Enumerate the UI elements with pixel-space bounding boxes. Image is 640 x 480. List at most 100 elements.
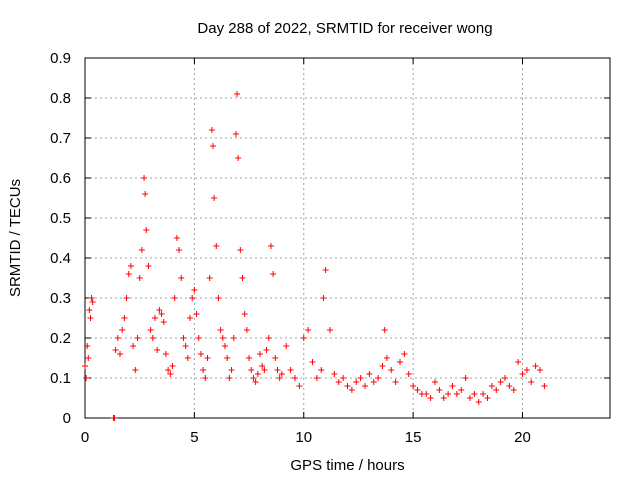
data-point — [331, 371, 338, 377]
data-point — [493, 387, 500, 393]
y-tick-label: 0.2 — [50, 330, 71, 347]
data-point — [87, 315, 94, 321]
data-point — [154, 347, 161, 353]
data-point — [502, 375, 508, 381]
y-tick-label: 0.4 — [50, 250, 71, 267]
data-point — [158, 311, 165, 317]
data-point — [226, 375, 233, 381]
data-point — [125, 271, 132, 277]
data-point — [519, 371, 526, 377]
data-point — [119, 327, 126, 333]
data-point — [143, 227, 150, 233]
x-tick-label: 15 — [405, 429, 422, 446]
data-point — [173, 235, 180, 241]
data-point — [117, 351, 123, 357]
data-point — [132, 367, 139, 373]
data-point — [195, 335, 202, 341]
data-point — [370, 379, 377, 385]
data-point — [344, 383, 351, 389]
data-point — [270, 271, 277, 277]
data-point — [86, 307, 93, 313]
data-point — [410, 383, 417, 389]
data-point — [432, 379, 438, 385]
data-point — [388, 367, 395, 373]
data-point — [283, 343, 290, 349]
data-point — [362, 383, 368, 389]
data-point — [189, 295, 196, 301]
data-point — [88, 295, 95, 301]
y-tick-label: 0.7 — [50, 130, 71, 147]
data-point — [458, 387, 465, 393]
axis-tick-labels: 0 5 10 15 20 0 0.1 0.2 0.3 0.4 0.5 0.6 0.7 0.8 0.9 — [50, 50, 531, 446]
data-point — [149, 335, 156, 341]
data-point — [145, 263, 152, 269]
axis-ticks — [84, 57, 610, 419]
data-point — [436, 387, 443, 393]
data-point — [348, 387, 355, 393]
data-point — [423, 391, 430, 397]
data-point — [222, 343, 228, 349]
data-point — [488, 383, 495, 389]
data-point — [397, 359, 403, 365]
data-point — [480, 391, 487, 397]
x-axis-label: GPS time / hours — [290, 457, 404, 474]
data-point — [204, 355, 211, 361]
y-tick-label: 0.9 — [50, 50, 71, 67]
data-point — [296, 383, 303, 389]
data-point — [274, 367, 281, 373]
plot-frame — [84, 57, 611, 419]
data-point — [228, 367, 235, 373]
data-point — [375, 375, 382, 381]
data-point — [537, 367, 543, 373]
data-point — [414, 387, 421, 393]
data-point — [383, 355, 390, 361]
data-point — [401, 351, 408, 357]
x-tick-label: 5 — [190, 429, 198, 446]
data-point — [239, 275, 246, 281]
data-point — [234, 91, 241, 97]
data-point — [357, 375, 364, 381]
data-point — [467, 395, 473, 401]
data-point — [162, 351, 169, 357]
data-point — [224, 355, 231, 361]
data-point — [156, 307, 163, 313]
data-point — [471, 391, 478, 397]
data-point — [287, 367, 294, 373]
data-point — [254, 371, 261, 377]
y-tick-label: 0.3 — [50, 290, 71, 307]
data-point — [114, 335, 121, 341]
data-point — [272, 355, 279, 361]
data-point — [427, 395, 434, 401]
data-point — [292, 375, 298, 381]
data-point — [178, 275, 185, 281]
data-point — [318, 367, 325, 373]
data-point — [246, 355, 253, 361]
data-point — [85, 355, 92, 361]
data-point — [449, 383, 456, 389]
data-point — [241, 311, 248, 317]
data-point — [309, 359, 316, 365]
data-point — [248, 367, 255, 373]
data-point — [335, 379, 342, 385]
data-point — [136, 275, 143, 281]
data-point — [165, 367, 172, 373]
chart-title: Day 288 of 2022, SRMTID for receiver won… — [197, 20, 492, 37]
data-point — [152, 315, 158, 321]
data-point — [300, 335, 307, 341]
x-tick-label: 20 — [514, 429, 531, 446]
grid — [85, 58, 610, 418]
data-point — [176, 247, 183, 253]
y-tick-label: 0.8 — [50, 90, 71, 107]
data-point — [405, 371, 412, 377]
data-point — [235, 155, 242, 161]
data-point — [121, 315, 128, 321]
y-tick-label: 0.1 — [50, 370, 71, 387]
y-tick-label: 0.5 — [50, 210, 71, 227]
data-point — [200, 367, 207, 373]
data-point — [267, 243, 274, 249]
data-point — [197, 351, 204, 357]
data-point — [169, 363, 176, 369]
data-point — [184, 355, 191, 361]
data-point — [440, 395, 447, 401]
